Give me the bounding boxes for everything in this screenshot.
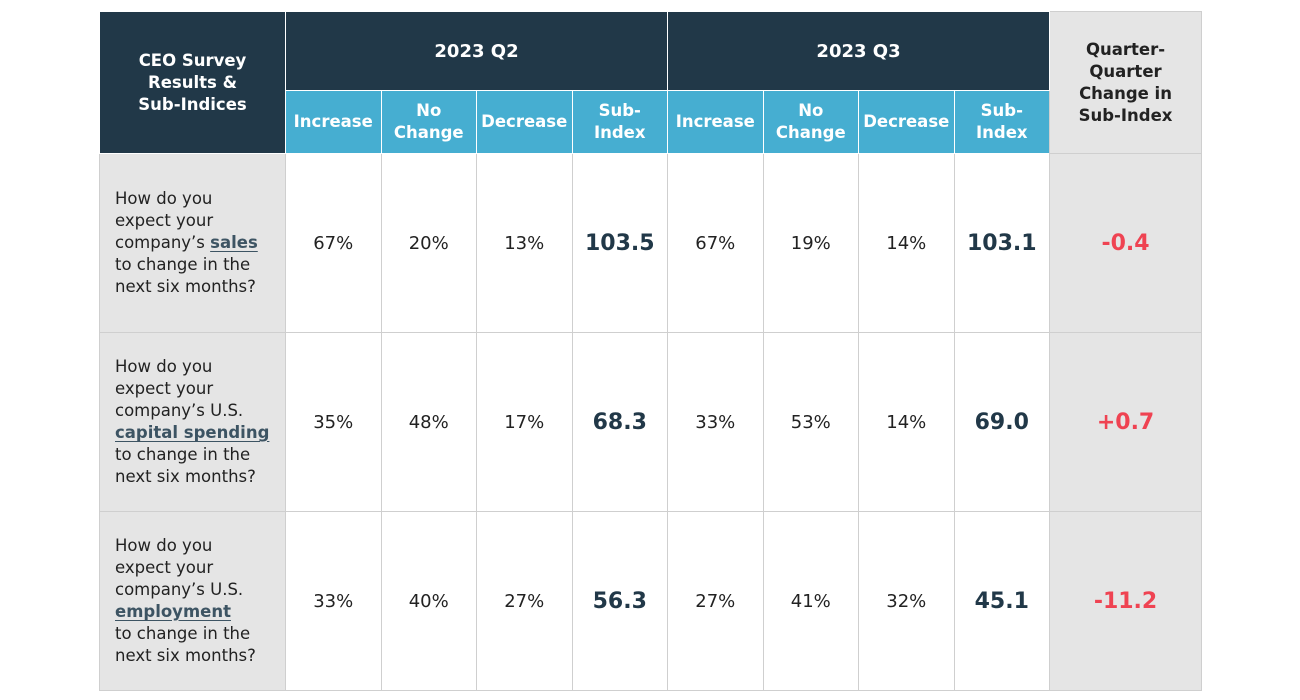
subheader-decrease-q2: Decrease [476,90,573,154]
corner-header-line: Sub-Indices [138,94,247,114]
question-keyword: capital spending [115,423,270,442]
change-header: Quarter- Quarter Change in Sub-Index [1049,11,1203,154]
subheader-line: Index [976,123,1028,142]
q3-no-change-cell: 53% [762,332,860,512]
subheader-line: Increase [675,112,755,131]
subheader-decrease-q3: Decrease [858,90,955,154]
q3-no-change-cell: 41% [762,511,860,691]
subheader-increase-q3: Increase [667,90,764,154]
q3-sub-index-cell: 103.1 [953,153,1051,333]
subheader-line: Increase [293,112,373,131]
subheader-line: Decrease [863,112,950,131]
quarter-change-cell: -11.2 [1049,511,1203,691]
change-header-line: Quarter [1089,61,1162,81]
q2-decrease-cell: 27% [476,511,573,691]
quarter-change-cell: +0.7 [1049,332,1203,512]
corner-header-line: CEO Survey [138,50,247,70]
question-text: next six months? [115,277,256,296]
question-keyword: sales [210,233,258,252]
q2-increase-cell: 67% [285,153,382,333]
q2-sub-index-cell: 56.3 [571,511,669,691]
question-cell: How do you expect your company’s sales to c… [99,153,286,333]
q2-sub-index-cell: 103.5 [571,153,669,333]
subheader-no-change-q2: No Change [380,90,477,154]
quarter-header-q3: 2023 Q3 [667,11,1051,91]
subheader-no-change-q3: No Change [762,90,860,154]
table-row: How do you expect your company’s U.S. emplo… [99,511,1203,691]
question-text: expect your [115,211,214,230]
subheader-line: Sub- [980,101,1023,120]
q3-increase-cell: 27% [667,511,764,691]
change-header-line: Sub-Index [1078,105,1173,125]
q3-increase-cell: 33% [667,332,764,512]
question-cell: How do you expect your company’s U.S. emplo… [99,511,286,691]
q2-no-change-cell: 40% [380,511,477,691]
question-cell: How do you expect your company’s U.S. capit… [99,332,286,512]
subheader-increase-q2: Increase [285,90,382,154]
question-text: to change in the [115,255,251,274]
q3-decrease-cell: 32% [858,511,955,691]
question-text: company’s U.S. [115,580,244,599]
table-row: How do you expect your company’s U.S. capit… [99,332,1203,512]
question-text: expect your [115,558,214,577]
q2-increase-cell: 33% [285,511,382,691]
question-keyword: employment [115,602,231,621]
question-text: company’s U.S. [115,401,244,420]
change-header-line: Change in [1079,83,1172,103]
q3-increase-cell: 67% [667,153,764,333]
question-text: to change in the [115,445,251,464]
subheader-line: Change [393,123,464,142]
quarter-change-cell: -0.4 [1049,153,1203,333]
q2-decrease-cell: 13% [476,153,573,333]
subheader-sub-index-q2: Sub- Index [571,90,669,154]
subheader-sub-index-q3: Sub- Index [953,90,1051,154]
question-text: next six months? [115,467,256,486]
q2-no-change-cell: 20% [380,153,477,333]
corner-header: CEO Survey Results & Sub-Indices [99,11,286,154]
q2-no-change-cell: 48% [380,332,477,512]
q3-decrease-cell: 14% [858,332,955,512]
q2-sub-index-cell: 68.3 [571,332,669,512]
q3-no-change-cell: 19% [762,153,860,333]
question-text: company’s [115,233,211,252]
question-text: How do you [115,357,213,376]
question-text: to change in the [115,624,251,643]
q3-sub-index-cell: 45.1 [953,511,1051,691]
subheader-line: No [798,101,824,120]
question-text: How do you [115,536,213,555]
q3-decrease-cell: 14% [858,153,955,333]
subheader-line: Index [593,123,646,142]
subheader-line: Change [775,123,846,142]
question-text: expect your [115,379,214,398]
change-header-line: Quarter- [1085,39,1166,59]
question-text: next six months? [115,646,256,665]
table-row: How do you expect your company’s sales to c… [99,153,1203,333]
ceo-survey-table: CEO Survey Results & Sub-Indices 2023 Q2… [99,11,1203,691]
q2-decrease-cell: 17% [476,332,573,512]
corner-header-line: Results & [148,72,237,92]
subheader-line: Sub- [598,101,641,120]
q3-sub-index-cell: 69.0 [953,332,1051,512]
subheader-line: No [416,101,442,120]
q2-increase-cell: 35% [285,332,382,512]
subheader-line: Decrease [481,112,568,131]
quarter-header-q2: 2023 Q2 [284,11,669,91]
question-text: How do you [115,189,213,208]
